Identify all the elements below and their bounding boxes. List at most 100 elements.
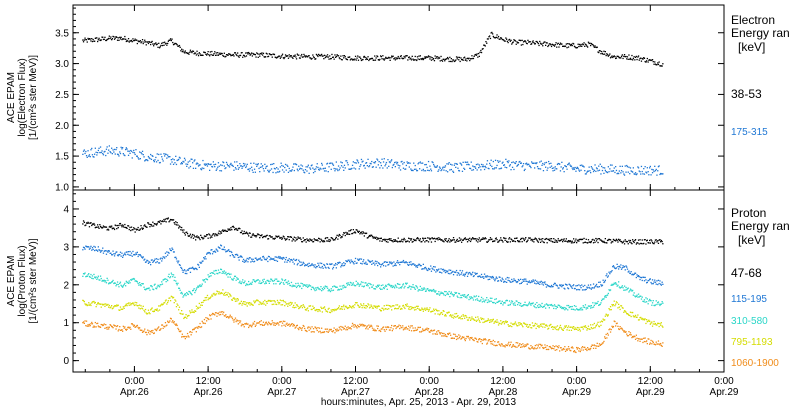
electron-point <box>556 46 558 48</box>
proton-point <box>242 258 245 261</box>
proton-point <box>639 239 641 241</box>
proton-point <box>349 284 351 286</box>
proton-point <box>347 307 349 309</box>
proton-point <box>644 318 646 320</box>
proton-point <box>598 238 600 240</box>
electron-point <box>556 168 558 170</box>
proton-point <box>541 240 543 242</box>
electron-point <box>197 55 200 57</box>
proton-point <box>563 306 565 309</box>
proton-point <box>554 305 556 307</box>
electron-point <box>270 54 273 56</box>
proton-point <box>628 239 630 242</box>
proton-point <box>385 304 388 306</box>
proton-point <box>230 250 232 253</box>
electron-point <box>245 166 247 169</box>
electron-point <box>308 55 310 57</box>
proton-point <box>445 315 447 317</box>
proton-point <box>352 262 354 264</box>
proton-point <box>257 300 259 302</box>
electron-point <box>155 44 158 46</box>
proton-point <box>576 242 578 244</box>
electron-point <box>107 38 109 40</box>
electron-point <box>409 58 411 60</box>
proton-point <box>95 326 97 328</box>
electron-point <box>496 164 498 167</box>
proton-point <box>537 241 539 243</box>
proton-point <box>314 289 316 292</box>
electron-point <box>634 173 636 175</box>
electron-point <box>571 44 573 47</box>
proton-point <box>435 308 437 310</box>
proton-point <box>620 268 623 270</box>
proton-point <box>638 243 640 245</box>
proton-point <box>436 270 438 272</box>
electron-point <box>421 169 423 172</box>
electron-point <box>84 37 86 39</box>
proton-point <box>273 238 276 240</box>
electron-point <box>143 41 145 43</box>
electron-point <box>399 169 402 171</box>
proton-point <box>479 321 481 323</box>
proton-point <box>230 295 232 297</box>
electron-point <box>290 170 292 172</box>
proton-point <box>155 258 158 260</box>
electron-point <box>178 156 181 158</box>
proton-point <box>122 254 124 257</box>
proton-point <box>354 304 356 306</box>
proton-point <box>620 264 622 266</box>
electron-point <box>399 165 401 167</box>
electron-point <box>245 52 247 54</box>
proton-point <box>251 283 253 285</box>
electron-point <box>325 170 327 172</box>
electron-point <box>321 162 323 165</box>
proton-point <box>463 273 465 275</box>
proton-point <box>575 238 577 240</box>
proton-point <box>233 277 235 279</box>
proton-point <box>125 280 127 282</box>
proton-point <box>158 286 161 288</box>
proton-point <box>539 239 541 241</box>
proton-point <box>656 324 658 326</box>
proton-point <box>634 272 637 274</box>
proton-point <box>183 229 185 231</box>
proton-point <box>198 302 200 305</box>
electron-point <box>197 165 200 167</box>
electron-point <box>388 161 391 163</box>
proton-point <box>244 280 246 282</box>
proton-point <box>465 315 467 317</box>
proton-point <box>169 218 172 221</box>
proton-point <box>252 258 254 260</box>
proton-point <box>463 295 465 297</box>
proton-point <box>376 286 378 288</box>
proton-point <box>201 304 203 306</box>
proton-point <box>520 305 522 307</box>
proton-point <box>130 226 133 228</box>
electron-point <box>296 168 298 170</box>
proton-point <box>422 289 424 291</box>
electron-point <box>323 58 325 60</box>
proton-point <box>153 284 155 286</box>
proton-point <box>133 278 136 280</box>
proton-point <box>256 279 258 282</box>
proton-point <box>139 329 141 331</box>
proton-point <box>470 296 472 298</box>
proton-point <box>279 302 281 304</box>
electron-point <box>279 166 281 168</box>
proton-point <box>410 261 412 263</box>
proton-point <box>217 232 220 234</box>
electron-point <box>375 57 377 59</box>
electron-point <box>406 161 408 163</box>
proton-point <box>275 235 277 237</box>
proton-point <box>432 290 434 292</box>
proton-point <box>397 307 399 310</box>
proton-point <box>117 283 119 286</box>
electron-point <box>523 169 525 172</box>
electron-point <box>299 57 301 59</box>
electron-point <box>116 36 118 38</box>
electron-point <box>647 61 649 63</box>
proton-point <box>105 226 107 228</box>
electron-point <box>383 158 385 160</box>
electron-point <box>562 167 564 169</box>
electron-point <box>181 48 183 50</box>
